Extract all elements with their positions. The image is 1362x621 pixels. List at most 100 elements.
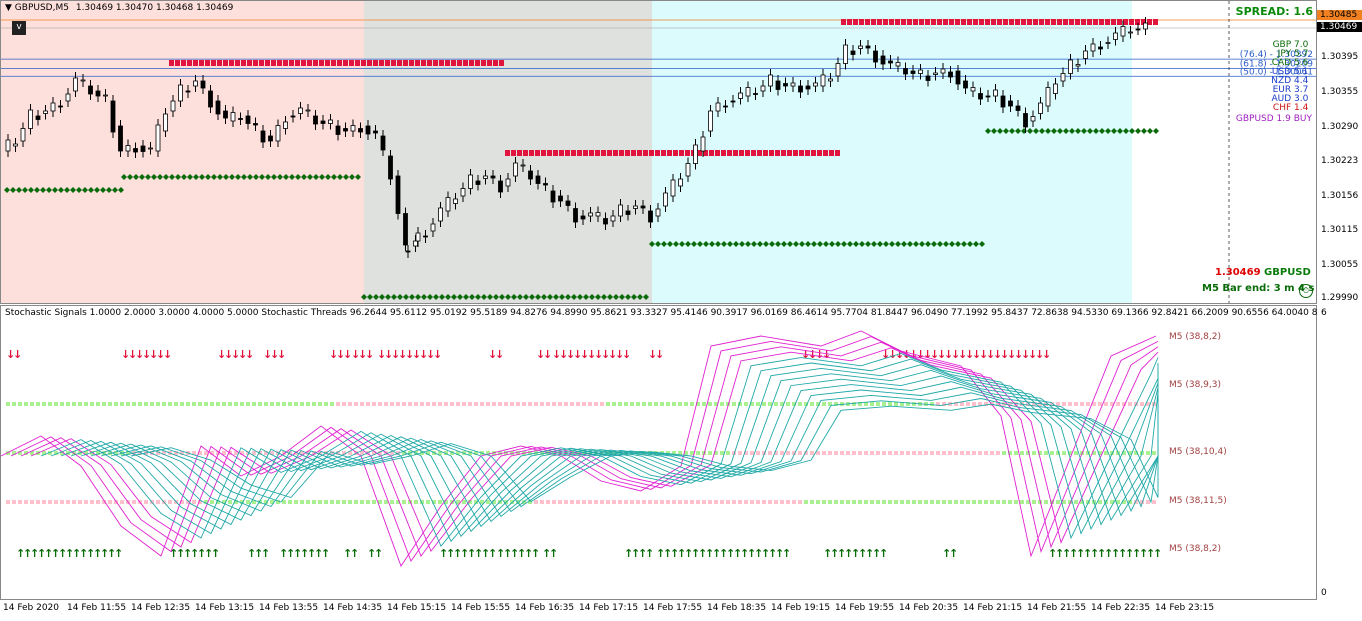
support-marker (517, 294, 523, 300)
candle-body (790, 82, 796, 87)
stoch-state-dot (234, 402, 238, 406)
buy-arrow-icon: ↑ (761, 547, 770, 560)
stoch-state-dot (396, 500, 400, 504)
stoch-state-dot (1044, 451, 1048, 455)
resistance-marker (943, 19, 948, 25)
strength-currency: JPY (1277, 49, 1294, 59)
strength-currency: CHF (1272, 103, 1294, 113)
price-tick: 1.30355 (1321, 87, 1359, 97)
resistance-marker (823, 150, 828, 156)
buy-arrow-icon: ↑ (549, 547, 558, 560)
stoch-state-dot (960, 500, 964, 504)
resistance-marker (409, 60, 414, 66)
collapse-button[interactable]: v (12, 21, 26, 35)
stoch-state-dot (114, 402, 118, 406)
resistance-marker (853, 19, 858, 25)
stoch-state-dot (336, 451, 340, 455)
candle-body (753, 93, 758, 95)
support-marker (76, 187, 82, 193)
resistance-marker (1141, 19, 1146, 25)
stoch-state-dot (972, 402, 976, 406)
support-marker (283, 174, 289, 180)
support-marker (571, 294, 577, 300)
support-marker (877, 241, 883, 247)
resistance-marker (511, 150, 516, 156)
resistance-marker (259, 60, 264, 66)
stoch-state-dot (708, 500, 712, 504)
stoch-state-dot (546, 402, 550, 406)
stoch-state-dot (828, 402, 832, 406)
candle-body (468, 174, 473, 189)
support-marker (445, 294, 451, 300)
support-marker (1099, 128, 1105, 134)
candle-body (65, 93, 71, 102)
buy-arrow-icon: ↑ (830, 547, 839, 560)
stoch-state-dot (756, 451, 760, 455)
sell-arrow-icon: ↓ (495, 348, 504, 361)
stoch-state-dot (816, 402, 820, 406)
stoch-state-dot (132, 500, 136, 504)
stochastic-pane[interactable]: ↓ ↓ ↓ ↓ ↓ ↓ ↓ ↓ ↓ ↓ ↓ ↓ ↓ ↓ ↓ ↓ ↓ ↓ ↓ ↓ ↓ ↓ ↓ ↓ ↓ ↓ ↓ ↓ ↓ ↓ ↓ ↓ ↓ ↓ ↓ ↓ ↓ ↓ ↓ ↓… (0, 305, 1317, 600)
candle-body (430, 223, 436, 232)
stoch-state-dot (936, 451, 940, 455)
support-marker (106, 187, 112, 193)
stoch-state-dot (888, 402, 892, 406)
time-tick: 14 Feb 22:35 (1091, 603, 1151, 613)
stoch-state-dot (900, 500, 904, 504)
stoch-state-dot (198, 402, 202, 406)
stoch-state-dot (210, 402, 214, 406)
support-marker (331, 174, 337, 180)
support-marker (121, 174, 127, 180)
resistance-marker (1039, 19, 1044, 25)
stoch-state-dot (822, 500, 826, 504)
stoch-state-dot (576, 402, 580, 406)
resistance-marker (553, 150, 558, 156)
stoch-state-dot (138, 451, 142, 455)
support-marker (691, 241, 697, 247)
sell-arrow-icon: ↓ (329, 348, 338, 361)
stoch-state-dot (1056, 500, 1060, 504)
buy-arrow-icon: ↑ (510, 547, 519, 560)
stoch-state-dot (600, 500, 604, 504)
buy-arrow-icon: ↑ (733, 547, 742, 560)
candle-body (1045, 87, 1051, 107)
stoch-state-dot (378, 500, 382, 504)
stoch-state-dot (1104, 402, 1108, 406)
stoch-state-dot (510, 500, 514, 504)
resistance-marker (925, 19, 930, 25)
stoch-state-dot (780, 500, 784, 504)
stoch-state-dot (204, 402, 208, 406)
stoch-state-dot (936, 500, 940, 504)
stoch-state-dot (636, 402, 640, 406)
support-marker (457, 294, 463, 300)
stoch-state-dot (366, 500, 370, 504)
stoch-state-dot (528, 451, 532, 455)
support-marker (901, 241, 907, 247)
time-tick: 14 Feb 14:35 (323, 603, 383, 613)
stoch-state-dot (984, 402, 988, 406)
stoch-state-dot (636, 500, 640, 504)
support-marker (715, 241, 721, 247)
support-marker (295, 174, 301, 180)
support-marker (739, 241, 745, 247)
candle-body (103, 94, 108, 97)
candle-body (520, 164, 526, 167)
candle-body (305, 109, 311, 112)
buy-arrow-icon: ↑ (837, 547, 846, 560)
resistance-marker (253, 60, 258, 66)
support-marker (349, 174, 355, 180)
stoch-state-dot (444, 451, 448, 455)
stoch-state-dot (1068, 451, 1072, 455)
stoch-state-dot (528, 500, 532, 504)
sell-arrow-icon: ↓ (277, 348, 286, 361)
resistance-marker (1045, 19, 1050, 25)
stoch-state-dot (774, 451, 778, 455)
stoch-state-dot (702, 500, 706, 504)
menu-triangle-icon[interactable]: ▼ (5, 3, 12, 13)
candle-body (603, 218, 608, 225)
stoch-state-dot (486, 451, 490, 455)
stoch-state-dot (1110, 402, 1114, 406)
strength-row-aud: AUD 3.0 (1231, 95, 1316, 104)
support-marker (427, 294, 433, 300)
price-chart-pane[interactable]: (76.4) - 1.30392 (61.8) - 1.30209 (50.0) -… (0, 0, 1317, 304)
